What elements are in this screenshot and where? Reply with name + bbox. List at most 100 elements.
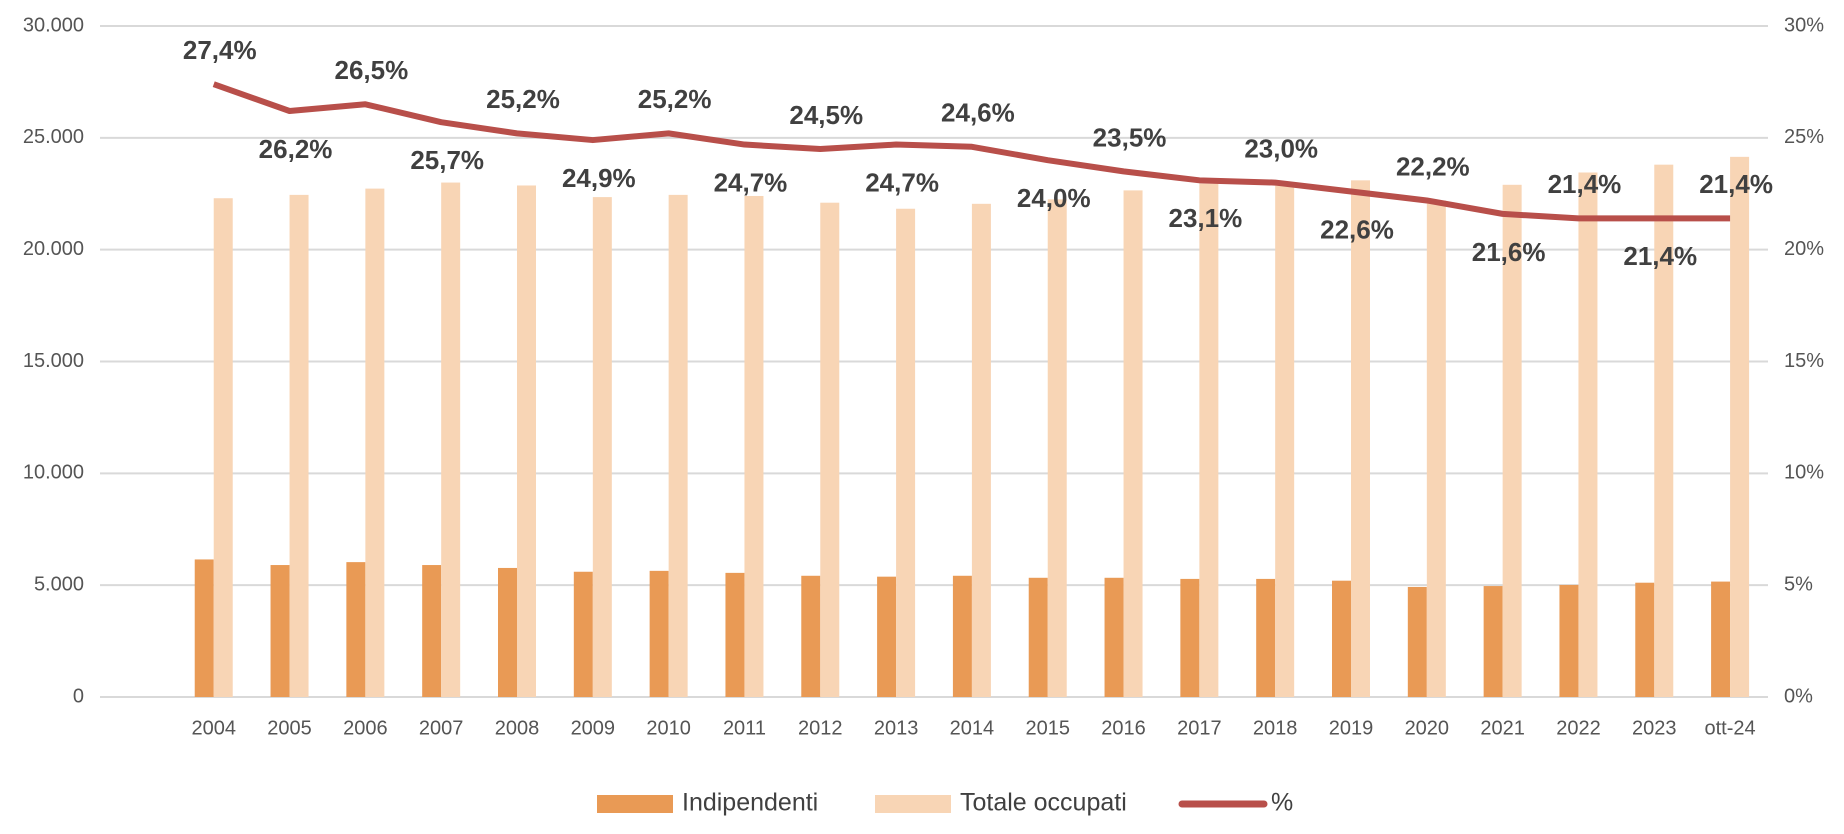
y2-tick-label: 20% (1784, 238, 1824, 260)
bar (1578, 172, 1598, 698)
bar (877, 576, 897, 697)
bar (422, 565, 442, 697)
bar (1028, 577, 1048, 697)
x-tick-label: 2011 (723, 717, 766, 739)
bar (1635, 582, 1655, 697)
bar (194, 559, 214, 697)
x-tick-label: 2012 (798, 717, 843, 739)
x-tick-label: 2007 (419, 717, 464, 739)
bar (517, 185, 536, 697)
data-label: 26,2% (259, 134, 333, 164)
x-tick-label: 2015 (1025, 717, 1070, 739)
data-label: 25,2% (486, 84, 560, 114)
data-label: 22,2% (1396, 151, 1470, 181)
bar (1711, 581, 1731, 697)
bar (346, 562, 366, 697)
y-tick-label: 0 (73, 685, 84, 707)
bar (1502, 184, 1522, 697)
bar (213, 198, 233, 697)
bar (1256, 578, 1276, 697)
legend-label: Totale occupati (960, 789, 1127, 817)
x-tick-label: 2023 (1632, 717, 1677, 739)
bar (1047, 199, 1067, 697)
x-tick-label: ott-24 (1705, 717, 1756, 739)
legend-label: % (1271, 789, 1293, 817)
y-tick-label: 30.000 (23, 14, 84, 36)
y2-tick-label: 25% (1784, 126, 1824, 148)
bar (270, 565, 290, 697)
data-label: 24,7% (865, 167, 939, 197)
x-tick-label: 2014 (950, 717, 995, 739)
y-tick-label: 20.000 (23, 238, 84, 260)
bar (1483, 586, 1503, 697)
bar (896, 208, 916, 698)
bar (649, 570, 669, 697)
bar (1559, 584, 1579, 697)
bar (573, 571, 593, 697)
data-label: 23,0% (1244, 133, 1318, 163)
bar (971, 203, 991, 697)
bar (592, 197, 612, 698)
x-tick-label: 2021 (1480, 717, 1525, 739)
x-tick-label: 2005 (267, 717, 312, 739)
bar (1654, 164, 1674, 697)
bar (952, 575, 972, 697)
bar (1426, 200, 1446, 697)
x-tick-label: 2010 (646, 717, 691, 739)
y2-tick-label: 15% (1784, 350, 1824, 372)
bar (365, 188, 385, 698)
bar (1104, 577, 1124, 697)
data-label: 21,4% (1623, 241, 1697, 271)
bar (441, 182, 461, 698)
data-label: 21,6% (1472, 237, 1546, 267)
data-label: 23,5% (1093, 122, 1167, 152)
bar (801, 575, 821, 697)
x-tick-label: 2018 (1253, 717, 1298, 739)
legend-label: Indipendenti (682, 789, 818, 817)
bar (668, 194, 688, 697)
bar (744, 195, 764, 697)
x-tick-label: 2017 (1177, 717, 1222, 739)
x-tick-label: 2004 (191, 717, 236, 739)
bar (498, 567, 517, 697)
y2-tick-label: 5% (1784, 573, 1813, 595)
data-label: 24,7% (714, 167, 788, 197)
data-label: 21,4% (1548, 169, 1622, 199)
bar (725, 572, 745, 697)
data-label: 24,5% (789, 100, 863, 130)
y-tick-label: 10.000 (23, 462, 84, 484)
y-tick-label: 25.000 (23, 126, 84, 148)
bar (1275, 182, 1295, 698)
legend-swatch (597, 795, 673, 813)
data-label: 25,2% (638, 84, 712, 114)
line (212, 81, 1731, 222)
data-label: 24,6% (941, 98, 1015, 128)
bar (1199, 183, 1219, 697)
x-tick-label: 2022 (1556, 717, 1601, 739)
x-tick-label: 2008 (495, 717, 540, 739)
y-tick-label: 5.000 (34, 573, 84, 595)
data-label: 22,6% (1320, 214, 1394, 244)
y2-tick-label: 30% (1784, 14, 1824, 36)
x-tick-label: 2009 (571, 717, 616, 739)
data-label: 23,1% (1168, 203, 1242, 233)
bar (820, 202, 840, 698)
y-tick-label: 15.000 (23, 350, 84, 372)
bar (1351, 180, 1370, 697)
y2-tick-label: 10% (1784, 462, 1824, 484)
bar (1123, 190, 1143, 697)
bar (1332, 580, 1351, 697)
x-tick-label: 2013 (874, 717, 919, 739)
y2-tick-label: 0% (1784, 685, 1813, 707)
x-tick-label: 2016 (1101, 717, 1146, 739)
data-label: 24,9% (562, 163, 636, 193)
data-label: 21,4% (1699, 169, 1773, 199)
data-label: 25,7% (410, 145, 484, 175)
bar (1730, 156, 1750, 698)
x-tick-label: 2019 (1329, 717, 1374, 739)
bar (1180, 578, 1200, 697)
bar (289, 194, 309, 697)
x-tick-label: 2020 (1405, 717, 1450, 739)
bar (1407, 586, 1427, 697)
